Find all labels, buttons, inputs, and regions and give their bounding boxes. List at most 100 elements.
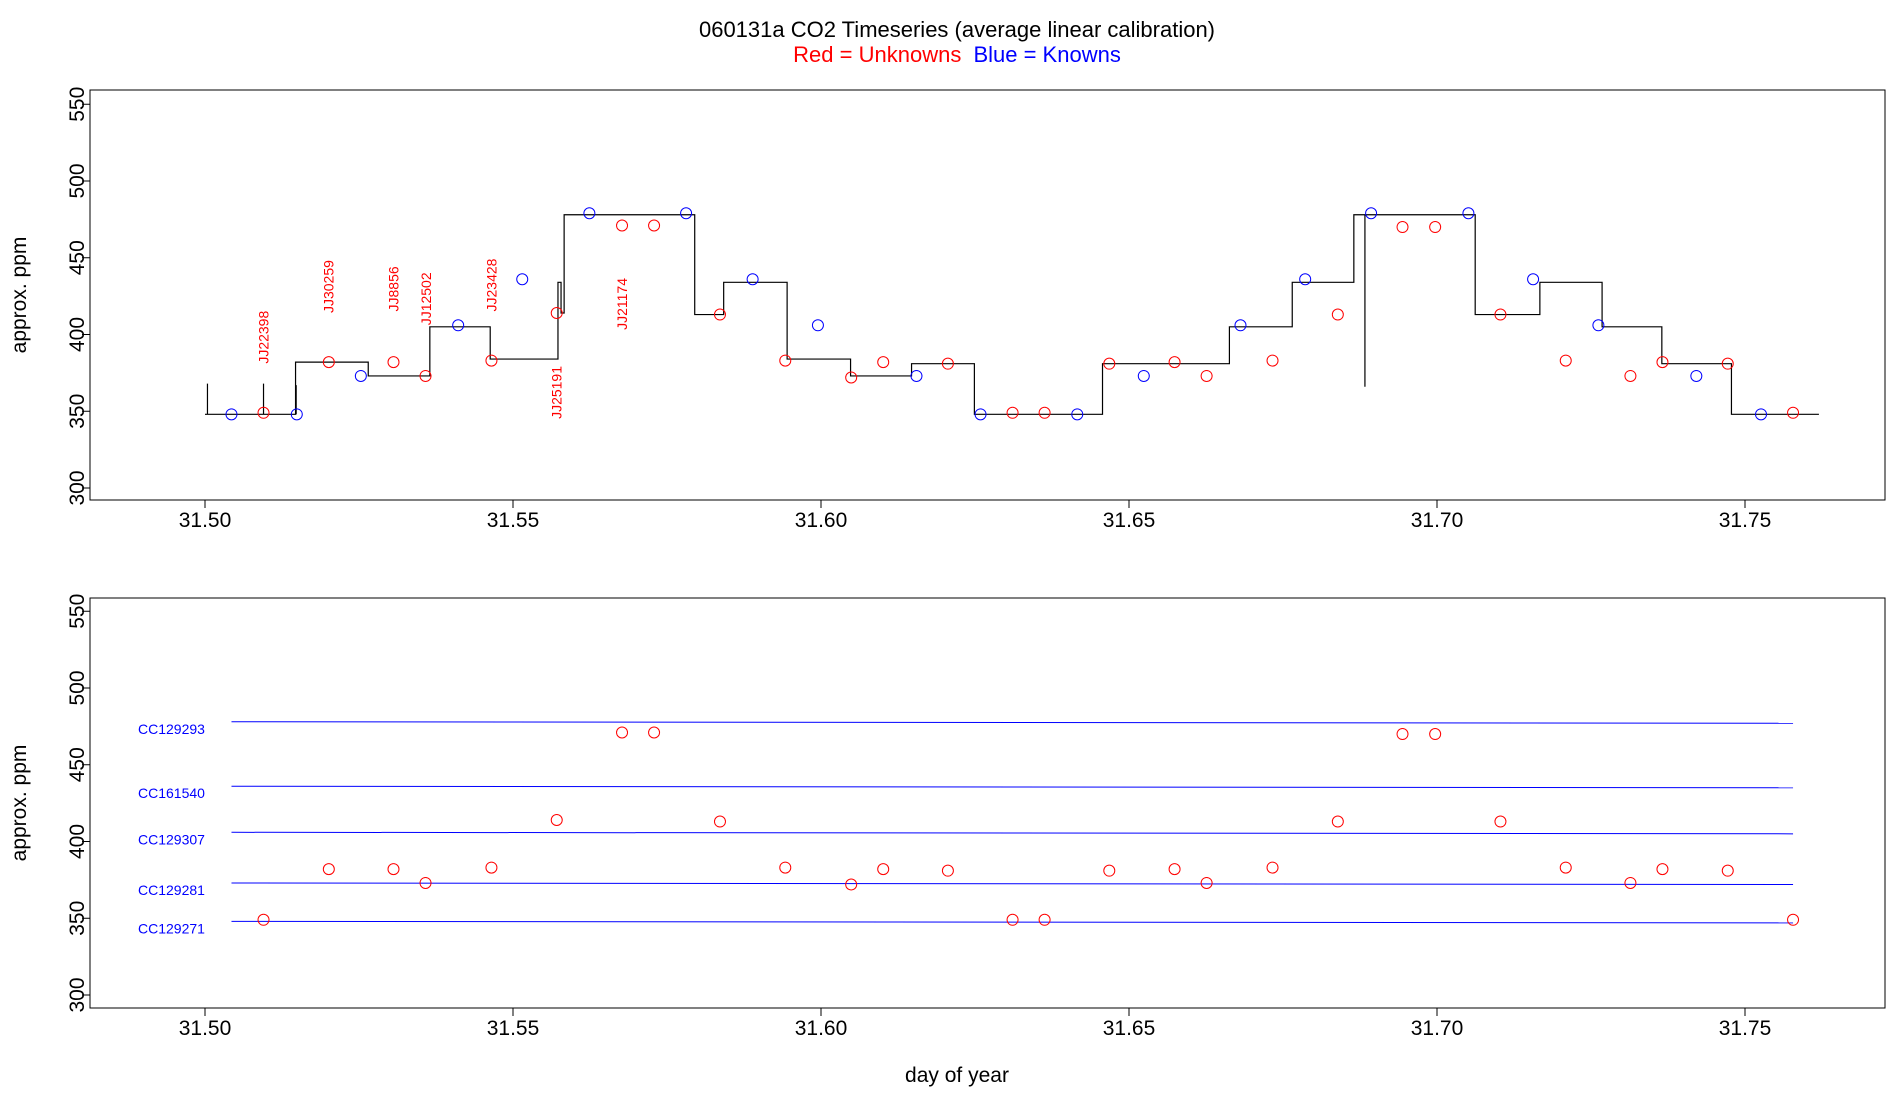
y-tick-label: 400 xyxy=(66,824,89,859)
unknown-point xyxy=(877,863,890,876)
x-tick-label: 31.55 xyxy=(487,1017,540,1040)
bottom-panel: 31.50 31.55 31.60 31.65 31.70 31.75 300 350 400 4… xyxy=(8,594,1886,1087)
reference-label-cc129271: CC129271 xyxy=(138,920,205,936)
unknown-point xyxy=(485,354,498,367)
y-tick-label: 400 xyxy=(66,317,89,352)
unknown-point xyxy=(1168,863,1181,876)
x-tick-label: 31.75 xyxy=(1719,509,1772,532)
reference-line-cc129293 xyxy=(231,721,1794,724)
unknown-point xyxy=(1429,728,1442,741)
unknown-point xyxy=(616,219,629,232)
known-point xyxy=(583,207,596,220)
known-point xyxy=(225,408,238,421)
unknown-point xyxy=(550,814,563,827)
unknown-point xyxy=(257,913,270,926)
x-tick-label: 31.50 xyxy=(179,1017,232,1040)
unknown-point xyxy=(1006,406,1019,419)
unknown-point xyxy=(387,863,400,876)
unknown-point xyxy=(779,861,792,874)
unknown-point xyxy=(845,371,858,384)
y-tick-label: 350 xyxy=(66,394,89,429)
x-tick-label: 31.65 xyxy=(1103,1017,1156,1040)
known-point xyxy=(1137,369,1150,382)
y-tick-label: 350 xyxy=(66,901,89,936)
step-trace-line xyxy=(205,214,1819,415)
y-tick-label: 500 xyxy=(66,163,89,198)
reference-label-cc129307: CC129307 xyxy=(138,831,205,847)
unknown-point xyxy=(1721,357,1734,370)
unknown-point xyxy=(1624,876,1637,889)
unknown-point xyxy=(550,307,563,320)
sample-label-jj22398: JJ22398 xyxy=(255,311,271,364)
unknown-point xyxy=(648,219,661,232)
known-point xyxy=(910,369,923,382)
x-tick-label: 31.75 xyxy=(1719,1017,1772,1040)
sample-label-jj23428: JJ23428 xyxy=(483,258,499,311)
x-tick-label: 31.55 xyxy=(487,509,540,532)
known-point xyxy=(811,319,824,332)
unknown-point xyxy=(257,406,270,419)
y-tick-label: 500 xyxy=(66,670,89,705)
unknown-point xyxy=(1103,357,1116,370)
unknown-point xyxy=(322,863,335,876)
known-point xyxy=(974,408,987,421)
reference-label-cc161540: CC161540 xyxy=(138,785,205,801)
unknown-point xyxy=(1103,864,1116,877)
known-point xyxy=(1592,319,1605,332)
unknown-point xyxy=(322,356,335,369)
unknown-point xyxy=(845,878,858,891)
x-tick-label: 31.60 xyxy=(795,1017,848,1040)
sample-label-jj8856: JJ8856 xyxy=(385,266,401,311)
unknown-point xyxy=(941,864,954,877)
plot-frame xyxy=(89,597,1886,1009)
y-tick-label: 300 xyxy=(66,470,89,505)
known-point xyxy=(680,207,693,220)
known-point xyxy=(290,408,303,421)
known-point xyxy=(746,273,759,286)
x-tick-label: 31.70 xyxy=(1411,509,1464,532)
unknown-point xyxy=(1656,863,1669,876)
unknown-point xyxy=(1559,354,1572,367)
x-tick-label: 31.50 xyxy=(179,509,232,532)
reference-line-cc161540 xyxy=(231,785,1794,789)
unknown-point xyxy=(1006,913,1019,926)
y-tick-label: 550 xyxy=(66,594,89,629)
known-point xyxy=(452,319,465,332)
figure-title: 060131a CO2 Timeseries (average linear c… xyxy=(699,17,1215,42)
unknown-point xyxy=(485,861,498,874)
unknown-point xyxy=(1396,728,1409,741)
unknown-point xyxy=(616,726,629,739)
unknown-point xyxy=(1656,356,1669,369)
reference-line-cc129271 xyxy=(231,920,1794,924)
y-axis-label: approx. ppm xyxy=(8,745,31,862)
unknown-point xyxy=(1429,221,1442,234)
known-point xyxy=(1527,273,1540,286)
unknown-point xyxy=(1200,876,1213,889)
known-point xyxy=(1365,207,1378,220)
known-point xyxy=(354,369,367,382)
unknown-point xyxy=(1331,308,1344,321)
sample-label-jj25191: JJ25191 xyxy=(549,366,565,419)
reference-label-cc129293: CC129293 xyxy=(138,721,205,737)
reference-line-cc129307 xyxy=(231,831,1794,835)
sample-label-jj30259: JJ30259 xyxy=(321,260,337,313)
x-tick-label: 31.65 xyxy=(1103,509,1156,532)
unknown-point xyxy=(713,308,726,321)
unknown-point xyxy=(1396,221,1409,234)
plot-frame xyxy=(89,89,1886,501)
unknown-point xyxy=(1494,815,1507,828)
known-point xyxy=(1462,207,1475,220)
unknown-point xyxy=(1787,913,1800,926)
unknown-point xyxy=(1331,815,1344,828)
unknown-point xyxy=(1200,369,1213,382)
unknown-point xyxy=(387,356,400,369)
x-tick-label: 31.60 xyxy=(795,509,848,532)
y-tick-label: 550 xyxy=(66,87,89,122)
sample-label-jj12502: JJ12502 xyxy=(418,272,434,325)
unknown-point xyxy=(1559,861,1572,874)
unknown-point xyxy=(648,726,661,739)
x-axis-label: day of year xyxy=(905,1064,1009,1087)
legend-line: Red = Unknowns Blue = Knowns xyxy=(793,42,1121,67)
x-tick-label: 31.70 xyxy=(1411,1017,1464,1040)
